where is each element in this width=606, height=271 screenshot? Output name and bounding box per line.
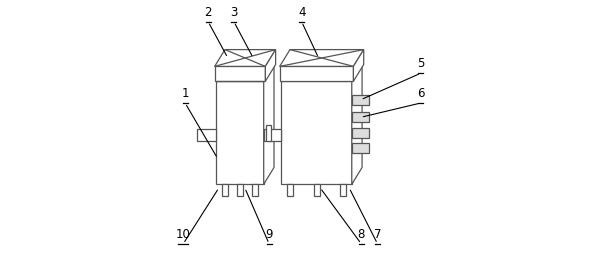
Polygon shape xyxy=(351,143,370,153)
Polygon shape xyxy=(351,112,370,122)
Polygon shape xyxy=(280,66,353,81)
Polygon shape xyxy=(222,184,228,196)
Polygon shape xyxy=(265,125,270,141)
Polygon shape xyxy=(351,128,370,138)
Text: 7: 7 xyxy=(374,228,381,241)
Polygon shape xyxy=(287,184,293,196)
Polygon shape xyxy=(353,50,364,81)
Polygon shape xyxy=(215,66,265,81)
Polygon shape xyxy=(264,64,274,184)
Polygon shape xyxy=(264,129,281,141)
Text: 4: 4 xyxy=(298,6,305,19)
Polygon shape xyxy=(216,81,264,184)
Polygon shape xyxy=(351,64,362,184)
Text: 3: 3 xyxy=(230,6,238,19)
Polygon shape xyxy=(198,129,216,141)
Polygon shape xyxy=(216,64,274,81)
Polygon shape xyxy=(280,50,364,66)
Polygon shape xyxy=(351,95,370,105)
Text: 5: 5 xyxy=(417,57,425,70)
Text: 8: 8 xyxy=(358,228,365,241)
Text: 10: 10 xyxy=(176,228,191,241)
Polygon shape xyxy=(340,184,346,196)
Polygon shape xyxy=(251,184,258,196)
Polygon shape xyxy=(281,81,351,184)
Polygon shape xyxy=(281,64,362,81)
Polygon shape xyxy=(313,184,319,196)
Text: 6: 6 xyxy=(417,87,425,100)
Text: 2: 2 xyxy=(204,6,212,19)
Polygon shape xyxy=(215,50,276,66)
Polygon shape xyxy=(265,50,276,81)
Polygon shape xyxy=(237,184,243,196)
Text: 9: 9 xyxy=(265,228,273,241)
Text: 1: 1 xyxy=(181,87,189,100)
